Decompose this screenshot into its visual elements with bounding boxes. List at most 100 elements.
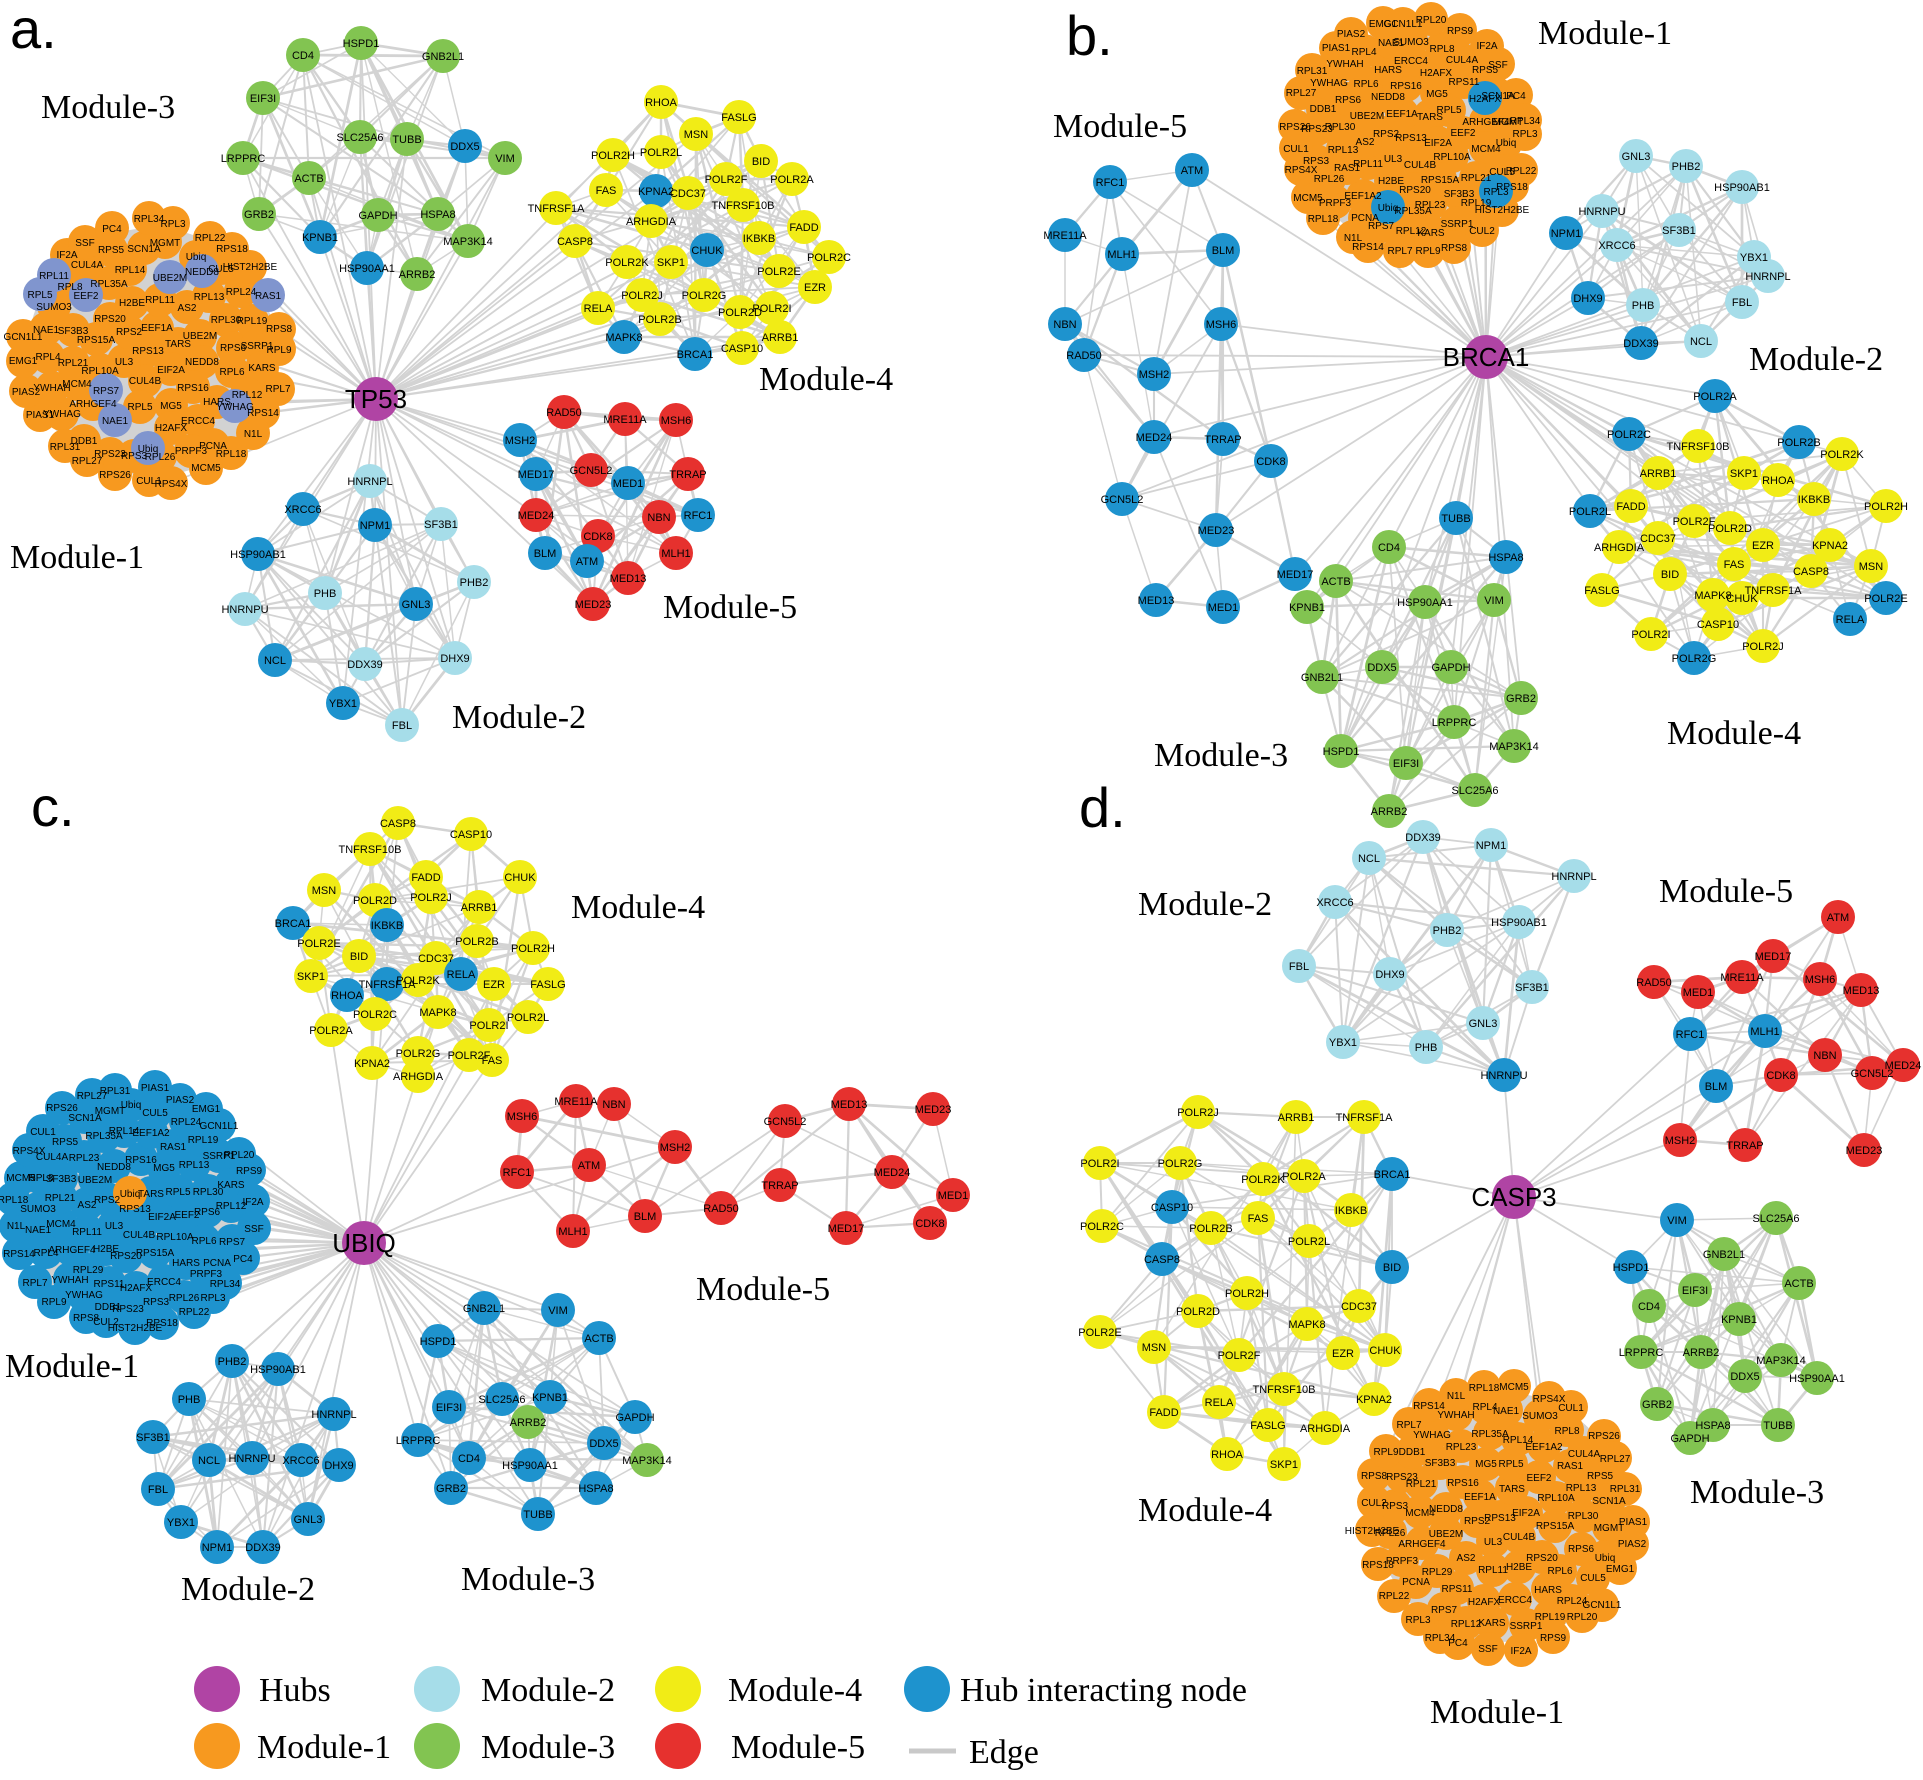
svg-text:HSP90AA1: HSP90AA1: [502, 1460, 558, 1472]
svg-text:DDX5: DDX5: [589, 1438, 618, 1450]
svg-text:RELA: RELA: [584, 303, 613, 315]
svg-text:RPS16: RPS16: [125, 1155, 157, 1166]
svg-text:GCN5L2: GCN5L2: [764, 1116, 807, 1128]
svg-text:GCN1L1: GCN1L1: [200, 1121, 239, 1132]
svg-text:GAPDH: GAPDH: [615, 1412, 654, 1424]
svg-text:EIF3I: EIF3I: [1682, 1285, 1708, 1297]
svg-text:POLR2C: POLR2C: [353, 1009, 397, 1021]
svg-text:HARS: HARS: [1534, 1585, 1562, 1596]
svg-text:GCN5L2: GCN5L2: [1101, 494, 1144, 506]
svg-text:GNB2L1: GNB2L1: [1703, 1249, 1745, 1261]
svg-text:RPS2: RPS2: [1464, 1516, 1491, 1527]
svg-text:CDC37: CDC37: [670, 188, 706, 200]
svg-text:SUMO3: SUMO3: [20, 1204, 56, 1215]
svg-text:PIAS2: PIAS2: [1337, 29, 1366, 40]
svg-text:BRCA1: BRCA1: [1443, 342, 1530, 372]
svg-text:POLR2C: POLR2C: [1080, 1221, 1124, 1233]
svg-text:TP53: TP53: [345, 384, 407, 414]
svg-text:Module-5: Module-5: [663, 589, 797, 626]
svg-text:RPS14: RPS14: [247, 408, 279, 419]
svg-text:RPL9: RPL9: [1373, 1447, 1398, 1458]
svg-text:YBX1: YBX1: [167, 1517, 195, 1529]
svg-text:SCN1A: SCN1A: [68, 1113, 102, 1124]
svg-text:NAE1: NAE1: [33, 325, 60, 336]
svg-text:RFC1: RFC1: [1676, 1029, 1705, 1041]
svg-text:RPL3: RPL3: [200, 1293, 225, 1304]
svg-text:IKBKB: IKBKB: [743, 233, 775, 245]
svg-text:KPNA2: KPNA2: [638, 186, 674, 198]
svg-text:NCL: NCL: [264, 655, 286, 667]
svg-text:AS2: AS2: [1356, 137, 1375, 148]
svg-text:HSP90AB1: HSP90AB1: [1491, 917, 1547, 929]
svg-text:N1L: N1L: [1344, 233, 1363, 244]
svg-text:HIST2H2BE: HIST2H2BE: [1475, 205, 1530, 216]
svg-text:POLR2H: POLR2H: [1225, 1288, 1269, 1300]
svg-text:POLR2A: POLR2A: [1693, 391, 1737, 403]
svg-text:RFC1: RFC1: [503, 1167, 532, 1179]
svg-text:H2AFX: H2AFX: [155, 423, 188, 434]
svg-text:PIAS2: PIAS2: [1618, 1539, 1647, 1550]
svg-text:POLR2B: POLR2B: [455, 936, 498, 948]
svg-text:DHX9: DHX9: [1573, 293, 1602, 305]
svg-text:UBE2M: UBE2M: [1350, 111, 1384, 122]
svg-text:MED1: MED1: [613, 478, 644, 490]
svg-text:VIM: VIM: [495, 153, 515, 165]
svg-text:DDX5: DDX5: [1730, 1371, 1759, 1383]
svg-text:PCNA: PCNA: [199, 441, 227, 452]
svg-text:MGMT: MGMT: [150, 238, 181, 249]
svg-text:EZR: EZR: [1752, 540, 1774, 552]
svg-text:ARHGEF4: ARHGEF4: [1398, 1539, 1446, 1550]
svg-text:CUL1: CUL1: [1558, 1403, 1584, 1414]
svg-text:MCM4: MCM4: [62, 379, 92, 390]
svg-text:RPL14: RPL14: [115, 265, 146, 276]
svg-text:KPNA2: KPNA2: [1812, 540, 1848, 552]
svg-text:RPL34: RPL34: [1510, 116, 1541, 127]
svg-text:Module-4: Module-4: [571, 889, 705, 926]
svg-text:RPL27: RPL27: [77, 1091, 108, 1102]
svg-text:RPL35A: RPL35A: [1394, 206, 1432, 217]
svg-text:Module-3: Module-3: [41, 89, 175, 126]
svg-text:MGMT: MGMT: [95, 1106, 126, 1117]
svg-text:MED17: MED17: [518, 469, 555, 481]
svg-text:YWHAG: YWHAG: [216, 402, 254, 413]
svg-text:UBE2M: UBE2M: [78, 1175, 112, 1186]
svg-text:RPS18: RPS18: [146, 1318, 178, 1329]
svg-text:GRB2: GRB2: [1506, 693, 1536, 705]
svg-text:RPS8: RPS8: [266, 324, 293, 335]
svg-text:Module-3: Module-3: [481, 1729, 615, 1766]
svg-text:UL3: UL3: [115, 357, 134, 368]
svg-text:MED13: MED13: [1843, 985, 1880, 997]
svg-text:RPS2: RPS2: [94, 1195, 121, 1206]
svg-text:SKP1: SKP1: [297, 971, 325, 983]
svg-text:RPS11: RPS11: [1442, 1584, 1473, 1595]
svg-text:MAPK8: MAPK8: [1694, 590, 1731, 602]
svg-text:MSN: MSN: [684, 129, 709, 141]
svg-text:N1L: N1L: [7, 1221, 26, 1232]
svg-text:CASP3: CASP3: [1471, 1182, 1556, 1212]
svg-text:PRPF3: PRPF3: [175, 446, 208, 457]
svg-text:POLR2A: POLR2A: [770, 174, 814, 186]
svg-text:NAE1: NAE1: [1493, 1406, 1520, 1417]
svg-text:VIM: VIM: [1484, 595, 1504, 607]
svg-text:MGMT: MGMT: [1594, 1523, 1625, 1534]
svg-text:DDX39: DDX39: [1623, 338, 1658, 350]
svg-text:RPL10A: RPL10A: [156, 1232, 194, 1243]
svg-text:RPS8: RPS8: [1361, 1471, 1388, 1482]
svg-text:RPL13: RPL13: [1328, 145, 1359, 156]
svg-text:LRPPRC: LRPPRC: [1432, 717, 1477, 729]
svg-text:RPL23: RPL23: [1446, 1442, 1477, 1453]
svg-text:MCM4: MCM4: [1405, 1508, 1435, 1519]
svg-text:MCM5: MCM5: [6, 1173, 36, 1184]
svg-text:RPL9: RPL9: [41, 1297, 66, 1308]
svg-text:POLR2I: POLR2I: [1631, 629, 1670, 641]
svg-text:RPL31: RPL31: [50, 442, 81, 453]
svg-text:RPS6: RPS6: [220, 343, 247, 354]
svg-text:RPL35A: RPL35A: [85, 1131, 123, 1142]
svg-text:RPL14: RPL14: [109, 1126, 140, 1137]
svg-text:ARRB1: ARRB1: [461, 902, 498, 914]
svg-text:EEF1A2: EEF1A2: [132, 1128, 170, 1139]
svg-text:RPL18: RPL18: [1308, 214, 1339, 225]
svg-text:ACTB: ACTB: [584, 1333, 613, 1345]
svg-text:RPL30: RPL30: [193, 1187, 224, 1198]
svg-text:RPS3: RPS3: [121, 451, 148, 462]
